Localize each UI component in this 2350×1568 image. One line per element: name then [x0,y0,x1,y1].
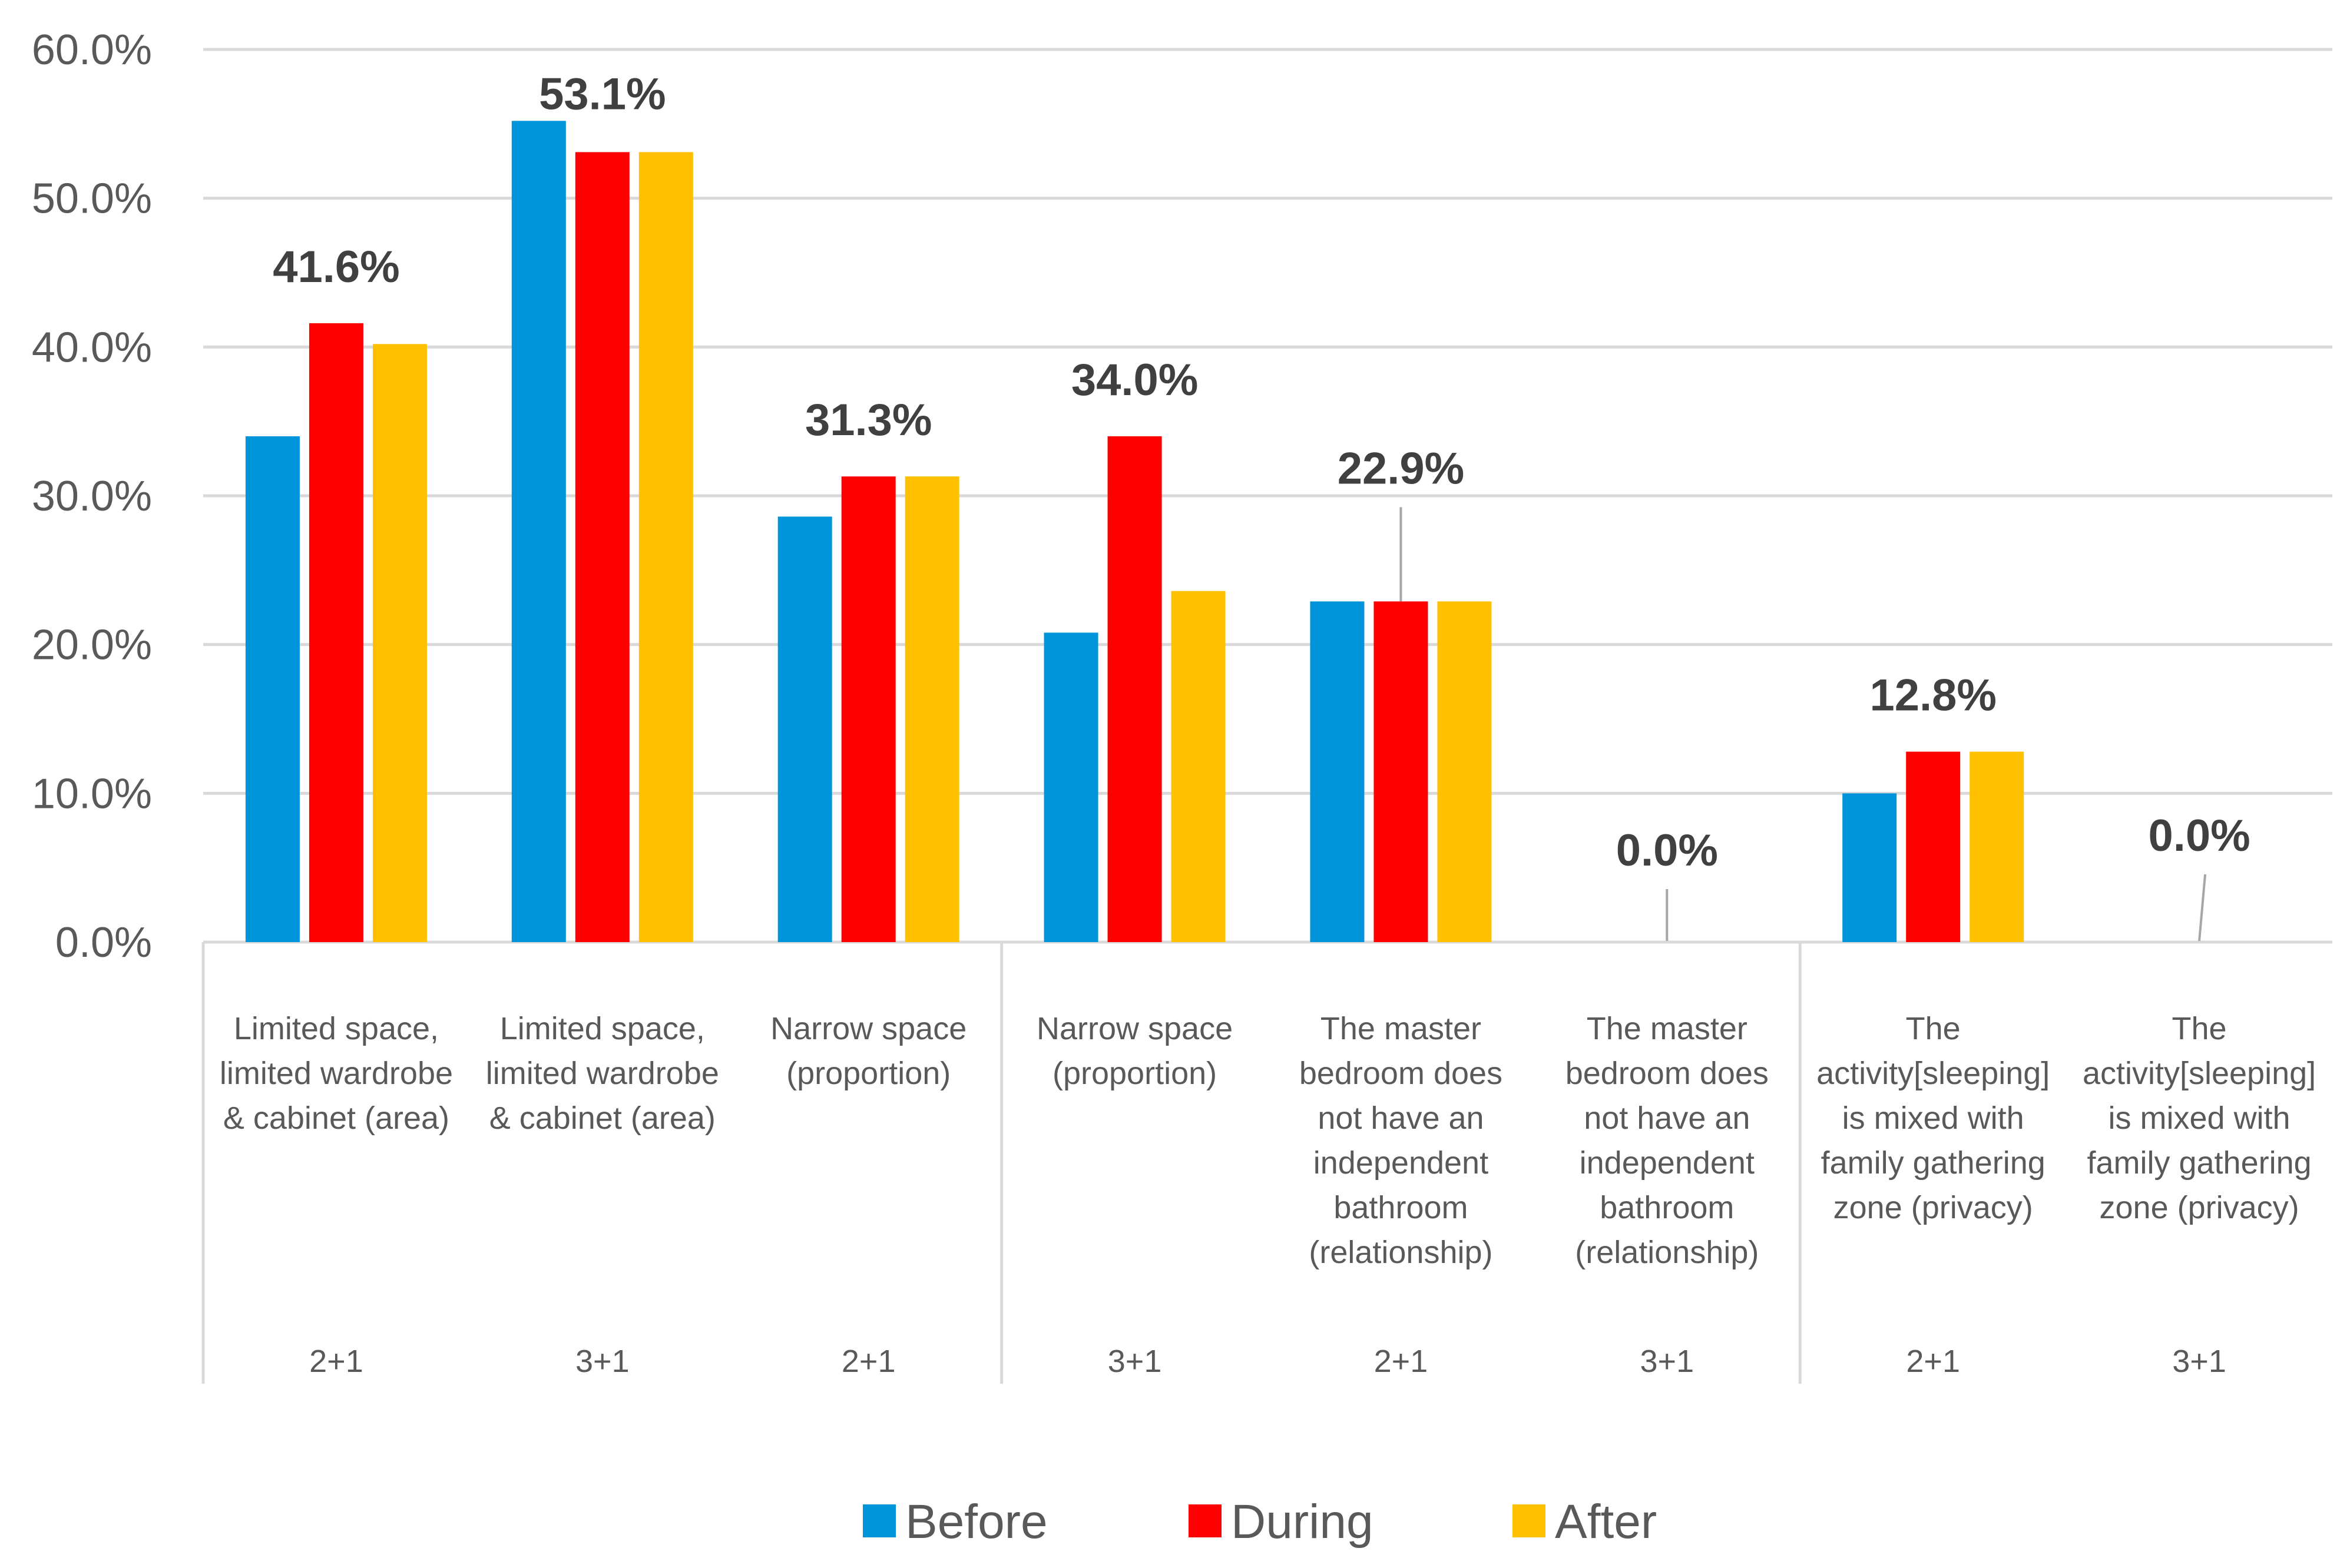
x-category-label: (proportion) [1052,1056,1217,1091]
data-label: 53.1% [539,69,666,119]
x-group-label: 3+1 [1640,1344,1694,1379]
y-tick-label: 10.0% [32,770,152,817]
bar-during [1906,751,1961,942]
x-category-label: independent [1313,1145,1488,1181]
x-group-label: 3+1 [1108,1344,1162,1379]
x-group-label: 3+1 [2172,1344,2226,1379]
bar-during [1107,436,1162,942]
y-tick-label: 20.0% [32,622,152,669]
bar-before [1044,632,1098,942]
x-category-label: limited wardrobe [486,1056,719,1091]
x-group-label: 2+1 [842,1344,896,1379]
x-category-label: The [1906,1011,1961,1046]
bar-during [1373,601,1428,942]
x-category-label: (relationship) [1575,1235,1759,1270]
bar-during [841,476,896,942]
x-category-label: Limited space, [500,1011,705,1046]
bar-before [245,436,300,942]
x-category-label: is mixed with [2109,1100,2291,1136]
x-category-label: (relationship) [1309,1235,1492,1270]
y-tick-label: 30.0% [32,473,152,520]
x-category-label: independent [1580,1145,1755,1181]
axes: 0.0% 10.0% 20.0% 30.0% 40.0% 50.0% 60.0% [32,26,2332,1384]
legend[interactable]: Before During After [863,1495,1657,1549]
x-category-label: bedroom does [1565,1056,1769,1091]
bar-during [575,152,630,943]
legend-swatch-during[interactable] [1189,1504,1222,1537]
bar-during [309,323,363,942]
bar-after [372,344,427,942]
x-group-label: 2+1 [1906,1344,1960,1379]
x-group-label: 3+1 [575,1344,630,1379]
bars [245,121,2024,943]
legend-label-during[interactable]: During [1231,1495,1373,1549]
y-tick-label: 0.0% [55,919,152,966]
x-category-label: Narrow space [1037,1011,1233,1046]
x-category-label: activity[sleeping] [2083,1056,2316,1091]
x-category-label: family gathering [1821,1145,2046,1181]
data-label: 0.0% [1616,826,1718,876]
x-category-label: family gathering [2087,1145,2311,1181]
x-category-label: bedroom does [1299,1056,1502,1091]
x-category-label: not have an [1584,1100,1750,1136]
y-tick-label: 40.0% [32,324,152,371]
x-category-label: Narrow space [770,1011,967,1046]
legend-swatch-before[interactable] [863,1504,896,1537]
data-label: 41.6% [273,242,400,292]
data-label: 31.3% [805,395,932,445]
data-label: 34.0% [1071,355,1199,405]
bar-before [1310,601,1365,942]
legend-label-before[interactable]: Before [905,1495,1048,1549]
x-category-label: not have an [1318,1100,1484,1136]
x-category-label: (proportion) [786,1056,951,1091]
legend-swatch-after[interactable] [1512,1504,1545,1537]
x-category-label: & cabinet (area) [223,1100,449,1136]
bar-after [905,476,959,942]
bar-before [777,516,832,942]
x-category-label: The master [1587,1011,1747,1046]
bar-after [1970,751,2024,942]
bar-after [638,152,693,943]
x-category-label: & cabinet (area) [489,1100,716,1136]
x-category-label: Limited space, [234,1011,439,1046]
category-labels: Limited space, limited wardrobe & cabinet … [220,1011,2316,1379]
x-category-label: is mixed with [1842,1100,2024,1136]
data-labels: 41.6% 53.1% 31.3% 34.0% 22.9% 0.0% 12.8% 0.0% [273,69,2250,942]
x-category-label: bathroom [1333,1190,1468,1225]
data-label: 22.9% [1338,443,1465,493]
x-category-label: zone (privacy) [2100,1190,2299,1225]
x-category-label: zone (privacy) [1833,1190,2033,1225]
y-tick-label: 60.0% [32,26,152,74]
data-label: 0.0% [2148,811,2250,861]
x-group-label: 2+1 [1374,1344,1428,1379]
data-label: 12.8% [1869,671,1997,721]
x-category-label: The [2172,1011,2227,1046]
x-category-label: The master [1320,1011,1481,1046]
y-tick-label: 50.0% [32,175,152,223]
x-group-label: 2+1 [309,1344,363,1379]
bar-after [1171,591,1226,942]
x-category-label: bathroom [1600,1190,1734,1225]
legend-label-after[interactable]: After [1555,1495,1657,1549]
bar-before [1842,793,1897,942]
x-category-label: activity[sleeping] [1816,1056,2050,1091]
x-category-label: limited wardrobe [220,1056,453,1091]
bar-after [1437,601,1492,942]
leader-line [2198,874,2207,942]
bar-before [511,121,566,942]
